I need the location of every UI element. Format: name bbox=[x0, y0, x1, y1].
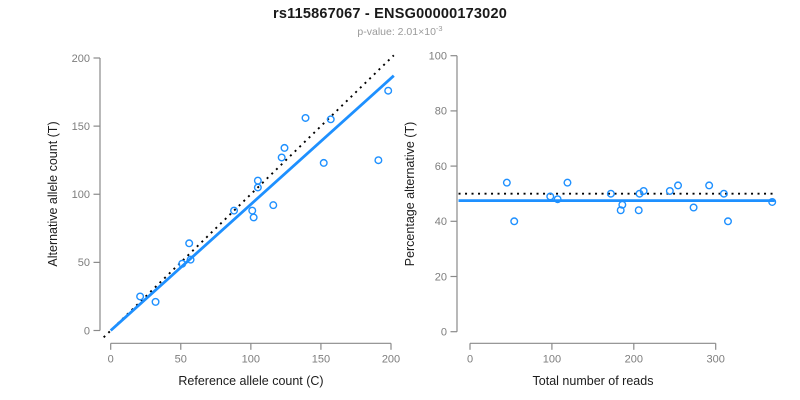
data-point bbox=[689, 203, 698, 212]
x-tick-label: 300 bbox=[707, 353, 725, 365]
data-point bbox=[326, 115, 335, 124]
right-x-axis-title: Total number of reads bbox=[533, 374, 654, 388]
data-point bbox=[553, 195, 562, 204]
data-point bbox=[674, 181, 683, 190]
data-point bbox=[248, 206, 257, 215]
identity-line bbox=[103, 54, 395, 338]
y-tick-label: 20 bbox=[435, 271, 447, 283]
x-tick-label: 0 bbox=[467, 353, 473, 365]
x-tick-label: 100 bbox=[242, 353, 260, 365]
data-point bbox=[665, 186, 674, 195]
data-point bbox=[639, 186, 648, 195]
left-y-axis-title: Alternative allele count (T) bbox=[46, 121, 60, 266]
y-tick-label: 80 bbox=[435, 106, 447, 118]
data-point bbox=[723, 217, 732, 226]
data-point bbox=[768, 197, 777, 206]
data-point bbox=[253, 176, 262, 185]
y-tick-label: 50 bbox=[78, 257, 90, 269]
data-point bbox=[269, 201, 278, 210]
data-point bbox=[319, 158, 328, 167]
data-point bbox=[230, 206, 239, 215]
y-tick-label: 150 bbox=[72, 121, 90, 133]
data-point bbox=[384, 86, 393, 95]
data-point bbox=[502, 178, 511, 187]
data-point bbox=[301, 113, 310, 122]
data-point bbox=[151, 297, 160, 306]
x-tick-label: 50 bbox=[175, 353, 187, 365]
data-point bbox=[280, 143, 289, 152]
y-tick-label: 60 bbox=[435, 161, 447, 173]
y-tick-label: 0 bbox=[84, 325, 90, 337]
pvalue-exponent: -3 bbox=[435, 24, 443, 33]
pvalue-text: p-value: 2.01×10 bbox=[357, 26, 436, 38]
x-tick-label: 100 bbox=[543, 353, 561, 365]
x-tick-label: 150 bbox=[312, 353, 330, 365]
data-point bbox=[277, 153, 286, 162]
data-point bbox=[563, 178, 572, 187]
data-point bbox=[136, 292, 145, 301]
y-tick-label: 0 bbox=[441, 327, 447, 339]
data-point bbox=[374, 156, 383, 165]
data-point bbox=[186, 255, 195, 264]
data-point bbox=[634, 206, 643, 215]
figure-title: rs115867067 - ENSG00000173020 bbox=[273, 6, 507, 22]
data-point bbox=[719, 189, 728, 198]
data-point bbox=[249, 213, 258, 222]
data-point bbox=[546, 192, 555, 201]
data-point bbox=[705, 181, 714, 190]
left-scatter-panel: 0 50 100 150 200 0 50 100 150 200 bbox=[72, 53, 401, 365]
x-tick-label: 200 bbox=[382, 353, 400, 365]
figure-subtitle: p-value: 2.01×10-3 bbox=[0, 24, 800, 38]
data-point bbox=[616, 206, 625, 215]
y-tick-label: 100 bbox=[72, 189, 90, 201]
y-tick-label: 200 bbox=[72, 53, 90, 65]
y-tick-label: 100 bbox=[429, 51, 447, 63]
right-scatter-panel: 0 20 40 60 80 100 0 100 200 300 bbox=[429, 51, 777, 365]
fit-line bbox=[109, 74, 395, 332]
data-point bbox=[185, 239, 194, 248]
right-y-axis-title: Percentage alternative (T) bbox=[403, 122, 417, 267]
x-tick-label: 200 bbox=[625, 353, 643, 365]
x-tick-label: 0 bbox=[108, 353, 114, 365]
data-point bbox=[510, 217, 519, 226]
data-point bbox=[606, 189, 615, 198]
left-x-axis-title: Reference allele count (C) bbox=[178, 374, 323, 388]
y-tick-label: 40 bbox=[435, 216, 447, 228]
data-point bbox=[178, 259, 187, 268]
